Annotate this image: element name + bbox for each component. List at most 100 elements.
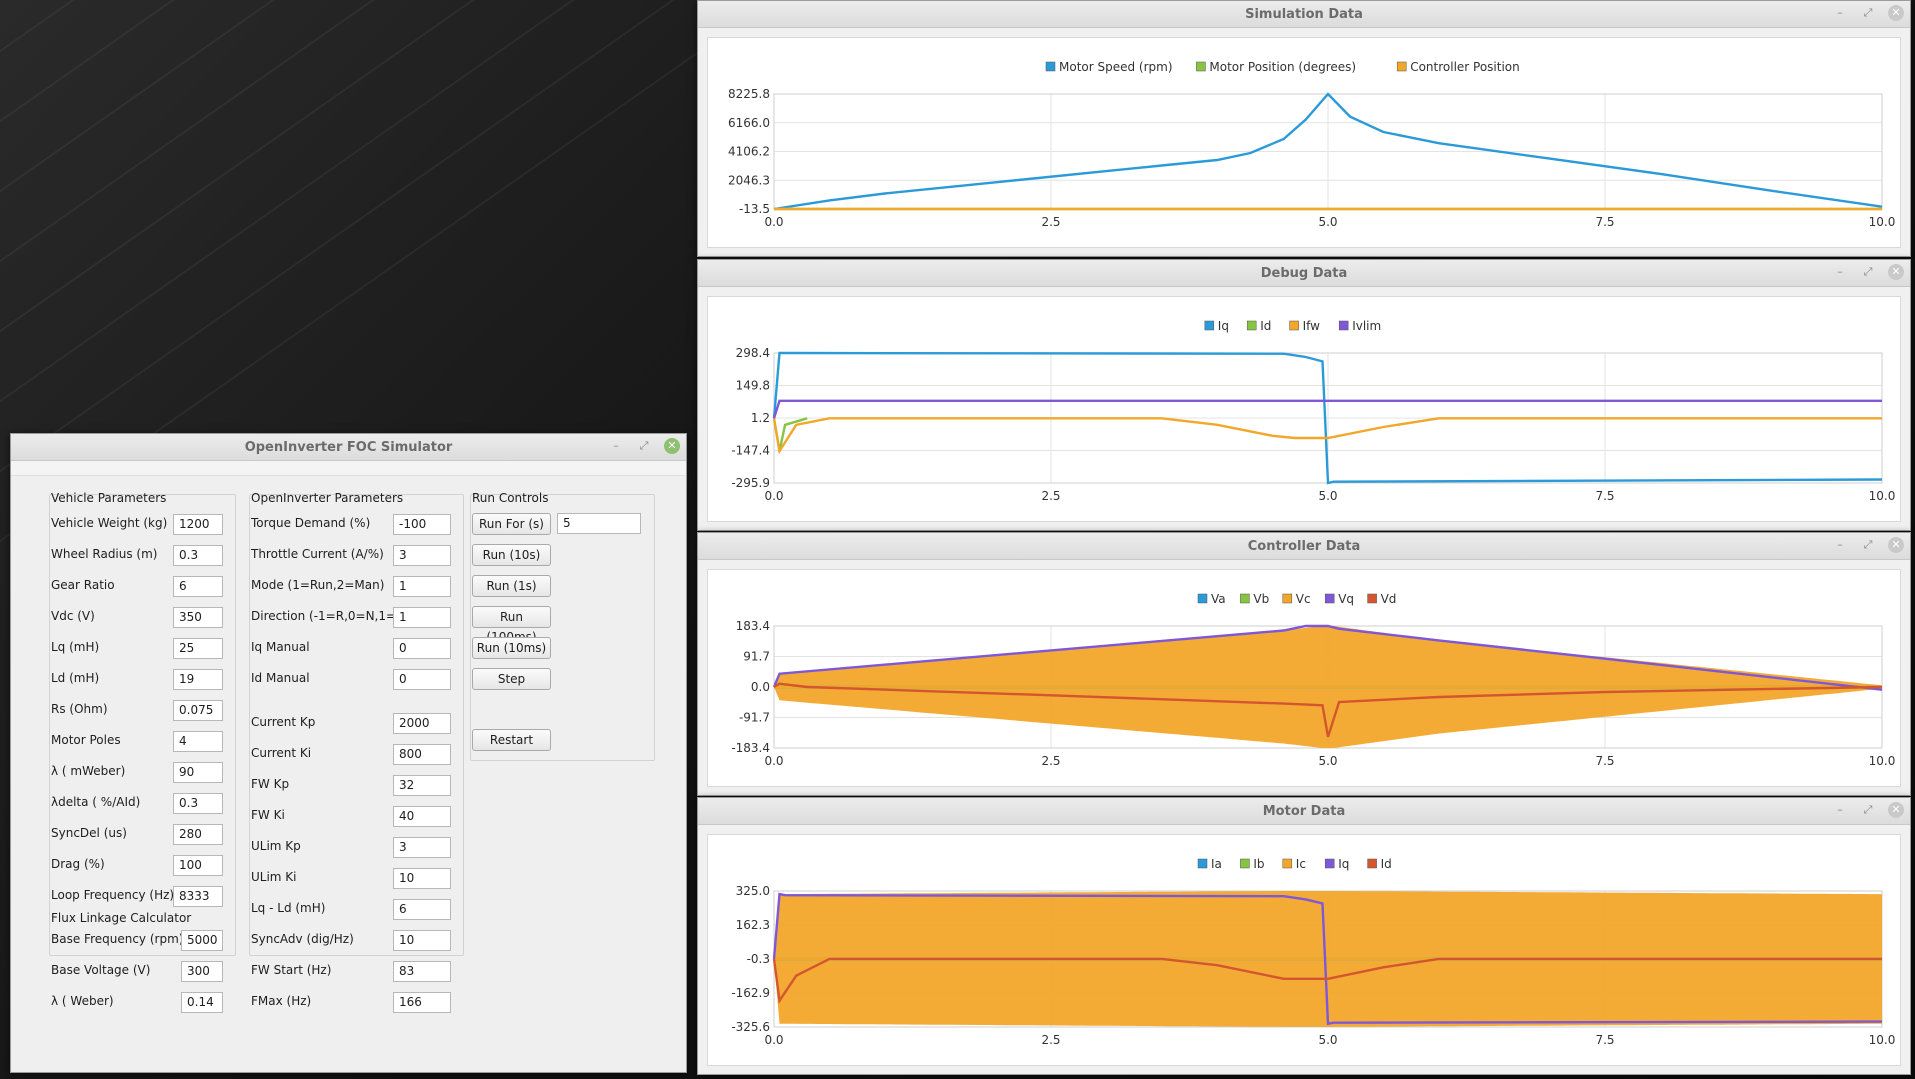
- legend-label: Iq: [1218, 319, 1229, 333]
- input-motor-poles[interactable]: 4: [173, 731, 223, 752]
- legend: Motor Speed (rpm) Motor Position (degrees…: [1045, 60, 1520, 74]
- input-wheel-radius-m[interactable]: 0.3: [173, 545, 223, 566]
- label-mweber: λ ( mWeber): [51, 764, 126, 778]
- input-ulim-ki[interactable]: 10: [393, 868, 451, 889]
- input-current-kp[interactable]: 2000: [393, 713, 451, 734]
- input-throttle-current-a[interactable]: 3: [393, 545, 451, 566]
- input-syncdel-us[interactable]: 280: [173, 824, 223, 845]
- input-lq-ld-mh[interactable]: 6: [393, 899, 451, 920]
- label-wheel-radius-m: Wheel Radius (m): [51, 547, 158, 561]
- motor-data-window[interactable]: Motor Data – ⤢ ✕ 325.0 162.3 -0.3 -162.9 -32…: [697, 797, 1911, 1075]
- input-fw-start-hz[interactable]: 83: [393, 961, 451, 982]
- x-tick-label: 5.0: [1318, 215, 1337, 229]
- titlebar[interactable]: Controller Data – ⤢ ✕: [698, 533, 1910, 560]
- titlebar[interactable]: Debug Data – ⤢ ✕: [698, 260, 1910, 287]
- close-icon[interactable]: ✕: [1888, 537, 1904, 553]
- x-tick-label: 2.5: [1041, 489, 1060, 503]
- close-icon[interactable]: ✕: [1888, 802, 1904, 818]
- input-id-manual[interactable]: 0: [393, 669, 451, 690]
- button-step[interactable]: Step: [472, 668, 551, 690]
- input-fw-ki[interactable]: 40: [393, 806, 451, 827]
- minimize-icon[interactable]: –: [1837, 265, 1843, 278]
- input-ulim-kp[interactable]: 3: [393, 837, 451, 858]
- maximize-icon[interactable]: ⤢: [1863, 6, 1873, 19]
- minimize-icon[interactable]: –: [1837, 803, 1843, 816]
- legend-swatch: [1324, 858, 1335, 869]
- input-delta-aid[interactable]: 0.3: [173, 793, 223, 814]
- controller-data-window[interactable]: Controller Data – ⤢ ✕ 183.4 91.7 0.0 -91.7 -…: [697, 532, 1911, 796]
- label-lq-mh: Lq (mH): [51, 640, 100, 654]
- input-rs-ohm[interactable]: 0.075: [173, 700, 223, 721]
- button-run-100ms[interactable]: Run (100ms): [472, 606, 551, 644]
- input-vdc-v[interactable]: 350: [173, 607, 223, 628]
- input-syncadv-dig-hz[interactable]: 10: [393, 930, 451, 951]
- input-base-frequency-rpm[interactable]: 5000: [181, 930, 223, 951]
- motor-chart: 325.0 162.3 -0.3 -162.9 -325.60.0 2.5 5.0 7.5 10…: [731, 857, 1895, 1047]
- x-tick-label: 0.0: [764, 489, 783, 503]
- window-title: Simulation Data: [1245, 6, 1363, 22]
- minimize-icon[interactable]: –: [613, 439, 619, 452]
- input-fw-kp[interactable]: 32: [393, 775, 451, 796]
- run-for-seconds-input[interactable]: 5: [557, 513, 641, 534]
- maximize-icon[interactable]: ⤢: [1863, 265, 1873, 278]
- y-tick-label: -13.5: [739, 202, 770, 216]
- titlebar[interactable]: Motor Data – ⤢ ✕: [698, 798, 1910, 825]
- label-lq-ld-mh: Lq - Ld (mH): [251, 901, 326, 915]
- legend: Iq Id Ifw Ivlim: [1204, 319, 1381, 333]
- input-drag[interactable]: 100: [173, 855, 223, 876]
- close-icon[interactable]: ✕: [1888, 5, 1904, 21]
- plot-area: 325.0 162.3 -0.3 -162.9 -325.6 0.0 2.5 5.0 7.5 10…: [707, 834, 1901, 1066]
- legend-label: Vd: [1381, 592, 1397, 606]
- input-current-ki[interactable]: 800: [393, 744, 451, 765]
- titlebar[interactable]: OpenInverter FOC Simulator – ⤢ ✕: [11, 434, 686, 461]
- close-icon[interactable]: ✕: [1888, 264, 1904, 280]
- label-drag: Drag (%): [51, 857, 105, 871]
- label-syncadv-dig-hz: SyncAdv (dig/Hz): [251, 932, 354, 946]
- legend-swatch: [1204, 320, 1215, 331]
- input-vehicle-weight-kg[interactable]: 1200: [173, 514, 223, 535]
- x-tick-label: 7.5: [1595, 1033, 1614, 1047]
- y-tick-label: 8225.8: [728, 87, 770, 101]
- input-weber[interactable]: 0.14: [181, 992, 223, 1013]
- minimize-icon[interactable]: –: [1837, 6, 1843, 19]
- maximize-icon[interactable]: ⤢: [639, 439, 649, 452]
- input-direction-1-r-0-n-1-f[interactable]: 1: [393, 607, 451, 628]
- button-run-10ms[interactable]: Run (10ms): [472, 637, 551, 659]
- legend-label: Ib: [1253, 857, 1264, 871]
- legend-label: Iq: [1338, 857, 1349, 871]
- label-fmax-hz: FMax (Hz): [251, 994, 312, 1008]
- restart-button[interactable]: Restart: [472, 729, 551, 751]
- input-loop-frequency-hz[interactable]: 8333: [173, 886, 223, 907]
- input-mweber[interactable]: 90: [173, 762, 223, 783]
- x-tick-label: 5.0: [1318, 489, 1337, 503]
- input-ld-mh[interactable]: 19: [173, 669, 223, 690]
- maximize-icon[interactable]: ⤢: [1863, 803, 1873, 816]
- input-mode-1-run-2-man[interactable]: 1: [393, 576, 451, 597]
- input-lq-mh[interactable]: 25: [173, 638, 223, 659]
- input-iq-manual[interactable]: 0: [393, 638, 451, 659]
- button-run-1s[interactable]: Run (1s): [472, 575, 551, 597]
- simulator-window[interactable]: OpenInverter FOC Simulator – ⤢ ✕ Vehicle…: [10, 433, 687, 1073]
- input-base-voltage-v[interactable]: 300: [181, 961, 223, 982]
- y-tick-label: -295.9: [731, 476, 770, 490]
- maximize-icon[interactable]: ⤢: [1863, 538, 1873, 551]
- legend-label: Ivlim: [1352, 319, 1381, 333]
- x-tick-label: 10.0: [1869, 754, 1896, 768]
- input-torque-demand[interactable]: -100: [393, 514, 451, 535]
- simulation-data-window[interactable]: Simulation Data – ⤢ ✕ 8225.8 6166.0 4106.2…: [697, 0, 1911, 257]
- series-line-iq: [772, 351, 1883, 485]
- input-gear-ratio[interactable]: 6: [173, 576, 223, 597]
- debug-data-window[interactable]: Debug Data – ⤢ ✕ 298.4 149.8 1.2 -147.4 -295…: [697, 259, 1911, 531]
- titlebar[interactable]: Simulation Data – ⤢ ✕: [698, 1, 1910, 28]
- run-for-button[interactable]: Run For (s): [472, 513, 551, 535]
- close-icon[interactable]: ✕: [664, 438, 680, 454]
- input-fmax-hz[interactable]: 166: [393, 992, 451, 1013]
- series-line-motor-speed-rpm-: [773, 92, 1883, 211]
- openinverter-parameters-group: [249, 494, 464, 956]
- y-tick-label: -162.9: [731, 986, 770, 1000]
- minimize-icon[interactable]: –: [1837, 538, 1843, 551]
- button-run-10s[interactable]: Run (10s): [472, 544, 551, 566]
- label-loop-frequency-hz: Loop Frequency (Hz): [51, 888, 175, 902]
- vehicle-parameters-header: Vehicle Parameters: [51, 491, 167, 505]
- simulation-chart: 8225.8 6166.0 4106.2 2046.3 -13.50.0 2.5 5.0 7.…: [728, 60, 1895, 229]
